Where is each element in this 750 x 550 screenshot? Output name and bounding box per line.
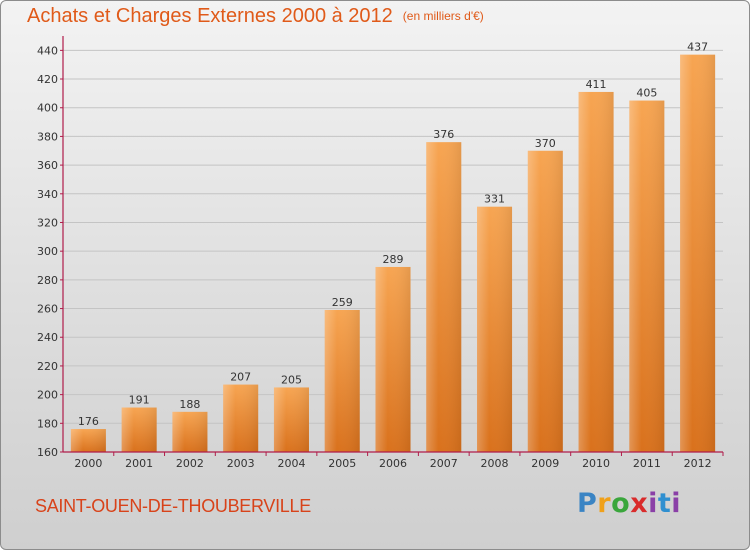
chart-unit: (en milliers d'€) (402, 9, 484, 23)
x-tick-label: 2001 (125, 457, 153, 470)
y-tick-label: 340 (37, 188, 58, 201)
bar-value-label: 370 (535, 137, 556, 150)
y-tick-label: 200 (37, 389, 58, 402)
bar-value-label: 437 (687, 41, 708, 54)
x-tick-label: 2012 (684, 457, 712, 470)
y-tick-label: 440 (37, 44, 58, 57)
bar-shading (477, 206, 513, 452)
x-tick-label: 2000 (74, 457, 102, 470)
bar-value-label: 289 (383, 253, 404, 266)
bar-shading (426, 142, 462, 452)
bar-value-label: 191 (129, 394, 150, 407)
y-tick-label: 300 (37, 245, 58, 258)
x-tick-label: 2003 (227, 457, 255, 470)
bar-value-label: 411 (586, 78, 607, 91)
bar-value-label: 205 (281, 373, 302, 386)
bar-shading (172, 411, 208, 452)
bar-shading (70, 429, 106, 452)
bar-shading (527, 150, 563, 453)
bar-value-label: 188 (179, 398, 200, 411)
bar-value-label: 207 (230, 371, 251, 384)
y-tick-label: 260 (37, 303, 58, 316)
y-tick-label: 360 (37, 159, 58, 172)
commune-name: SAINT-OUEN-DE-THOUBERVILLE (35, 496, 311, 516)
y-tick-label: 280 (37, 274, 58, 287)
chart-title: Achats et Charges Externes 2000 à 2012 (e… (27, 5, 484, 28)
bar-shading (273, 387, 309, 452)
bar-value-label: 331 (484, 193, 505, 206)
bar-shading (629, 100, 665, 452)
proxiti-logo: Proxiti (577, 488, 682, 519)
y-tick-label: 240 (37, 331, 58, 344)
x-tick-label: 2004 (277, 457, 305, 470)
x-tick-label: 2009 (531, 457, 559, 470)
bar-value-label: 405 (636, 87, 657, 100)
bar-shading (223, 384, 259, 452)
x-tick-label: 2011 (633, 457, 661, 470)
x-tick-label: 2005 (328, 457, 356, 470)
y-tick-label: 320 (37, 216, 58, 229)
bar-shading (324, 309, 360, 452)
bar-value-label: 259 (332, 296, 353, 309)
y-tick-label: 400 (37, 102, 58, 115)
bar-shading (578, 91, 614, 452)
x-tick-label: 2008 (481, 457, 509, 470)
x-tick-label: 2006 (379, 457, 407, 470)
chart-title-text: Achats et Charges Externes 2000 à 2012 (27, 5, 393, 27)
x-tick-label: 2002 (176, 457, 204, 470)
y-tick-label: 180 (37, 417, 58, 430)
bar-value-label: 176 (78, 415, 99, 428)
x-tick-label: 2010 (582, 457, 610, 470)
x-tick-label: 2007 (430, 457, 458, 470)
bar-shading (121, 407, 157, 452)
bar-shading (375, 266, 411, 452)
bar-shading (680, 54, 716, 452)
y-tick-label: 160 (37, 446, 58, 459)
y-tick-label: 420 (37, 73, 58, 86)
bar-value-label: 376 (433, 128, 454, 141)
y-tick-label: 220 (37, 360, 58, 373)
y-tick-label: 380 (37, 130, 58, 143)
